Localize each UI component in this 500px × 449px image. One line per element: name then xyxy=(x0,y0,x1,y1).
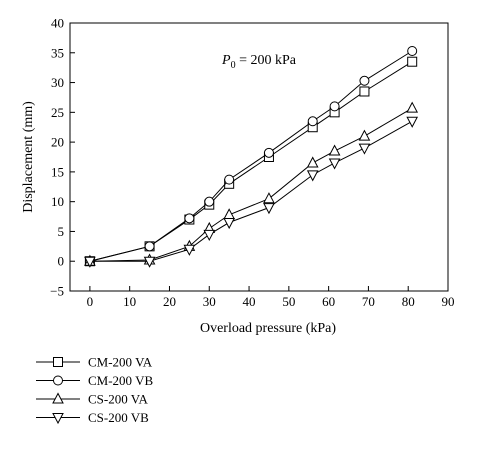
y-tick-label: 40 xyxy=(51,16,64,31)
legend-item: CS-200 VA xyxy=(36,392,148,407)
x-tick-label: 50 xyxy=(282,294,295,309)
y-tick-label: 10 xyxy=(51,194,64,209)
pressure-annotation: P0 = 200 kPa xyxy=(221,53,297,71)
x-tick-label: 70 xyxy=(362,294,375,309)
y-tick-label: 30 xyxy=(51,75,64,90)
data-point xyxy=(306,156,319,168)
x-tick-label: 40 xyxy=(243,294,256,309)
y-tick-label: 35 xyxy=(51,45,64,60)
series-line xyxy=(89,107,413,262)
legend-label: CM-200 VA xyxy=(88,355,153,370)
x-tick-label: 0 xyxy=(87,294,94,309)
y-tick-label: 25 xyxy=(51,105,64,120)
data-point xyxy=(144,241,155,252)
data-point xyxy=(223,218,235,230)
data-point xyxy=(307,116,318,127)
data-point xyxy=(183,244,196,256)
data-point xyxy=(359,86,370,97)
y-tick-label: −5 xyxy=(50,284,64,299)
x-tick-label: 20 xyxy=(163,294,176,309)
legend-marker xyxy=(52,413,64,425)
data-point xyxy=(407,56,418,67)
data-point xyxy=(204,196,215,207)
data-point xyxy=(407,45,418,56)
x-tick-label: 90 xyxy=(442,294,455,309)
x-tick-label: 80 xyxy=(402,294,415,309)
legend-label: CM-200 VB xyxy=(88,373,153,388)
x-axis-label: Overload pressure (kPa) xyxy=(200,321,336,336)
y-tick-label: 20 xyxy=(51,135,64,150)
axis-ticks: 0 10 20 30 40 50 60 70 80 90 −5 0 5 10 15 20 25 30 35 40 xyxy=(50,16,454,310)
data-point xyxy=(406,101,419,113)
data-point xyxy=(406,116,419,128)
legend-item: CM-200 VB xyxy=(36,373,153,388)
data-point xyxy=(223,208,235,220)
x-tick-label: 30 xyxy=(203,294,216,309)
data-point xyxy=(203,229,216,241)
data-point xyxy=(184,213,195,224)
x-tick-label: 60 xyxy=(322,294,335,309)
legend-label: CS-200 VB xyxy=(88,410,149,425)
data-point xyxy=(263,203,275,215)
legend-marker xyxy=(53,375,63,386)
data-point xyxy=(263,192,275,204)
legend-marker xyxy=(52,392,64,404)
data-point xyxy=(224,174,235,185)
series-cm-200-vb xyxy=(84,45,418,267)
y-tick-label: 15 xyxy=(51,164,64,179)
data-point xyxy=(329,101,340,112)
x-tick-label: 10 xyxy=(123,294,136,309)
series-cm-200-va xyxy=(84,56,418,267)
data-point xyxy=(306,170,319,182)
legend-item: CS-200 VB xyxy=(36,410,149,425)
data-point xyxy=(84,256,96,268)
data-point xyxy=(263,147,274,158)
series-layer xyxy=(84,45,419,268)
series-cs-200-vb xyxy=(84,116,419,268)
data-point xyxy=(358,129,371,141)
y-tick-label: 0 xyxy=(58,254,65,269)
data-point xyxy=(328,144,341,156)
series-cs-200-va xyxy=(84,101,419,266)
legend: CM-200 VA CM-200 VB CS-200 VA CS-200 VB xyxy=(36,355,153,425)
data-point xyxy=(358,143,371,155)
data-point xyxy=(328,158,341,170)
series-line xyxy=(89,50,413,262)
legend-marker xyxy=(53,357,63,367)
y-tick-label: 5 xyxy=(58,224,65,239)
y-axis-label: Displacement (mm) xyxy=(21,101,36,213)
plot-frame xyxy=(69,22,449,292)
plot-area xyxy=(69,22,449,292)
data-point xyxy=(143,256,156,268)
data-point xyxy=(359,75,370,86)
legend-item: CM-200 VA xyxy=(36,355,153,370)
series-line xyxy=(89,120,413,262)
legend-label: CS-200 VA xyxy=(88,392,148,407)
